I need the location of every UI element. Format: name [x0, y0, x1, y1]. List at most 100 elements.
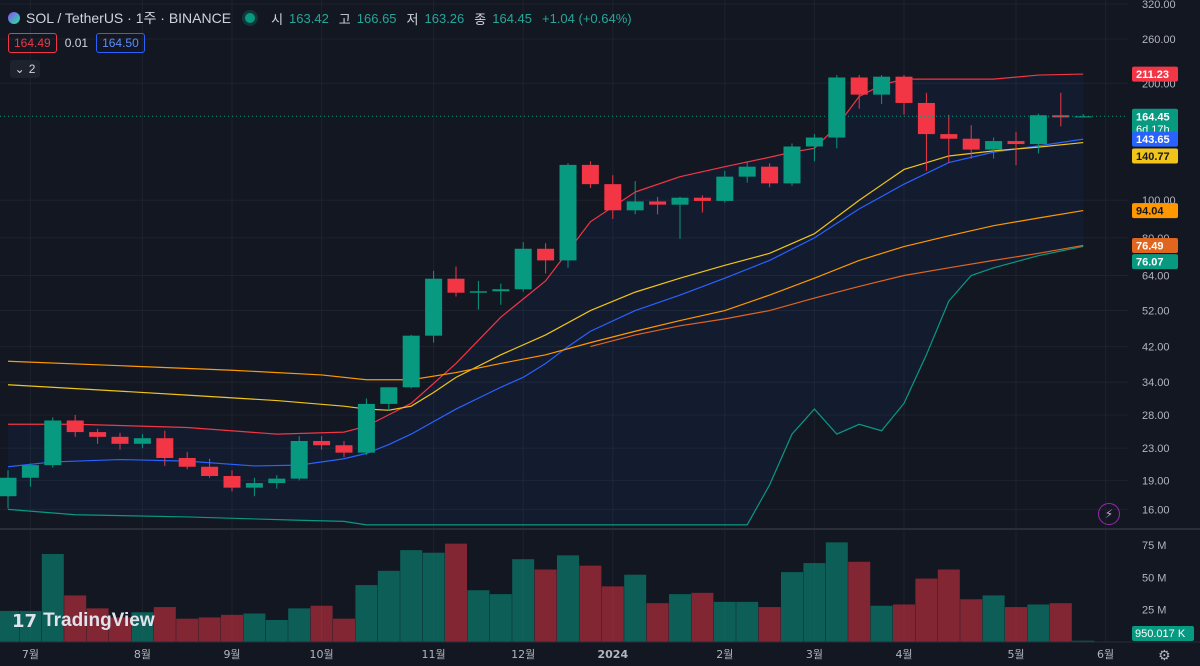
volume-bar: [624, 574, 647, 642]
volume-bar: [982, 595, 1005, 642]
volume-bar: [825, 542, 848, 642]
candle-body: [425, 278, 443, 336]
volume-bar: [41, 554, 64, 642]
time-axis-label: 7월: [22, 648, 39, 661]
symbol-title[interactable]: SOL / TetherUS · 1주 · BINANCE: [26, 10, 232, 26]
candle-body: [447, 278, 465, 293]
volume-axis-label: 50 M: [1142, 572, 1166, 584]
price-axis-label: 19.00: [1142, 475, 1170, 487]
indicator-line-bb-lower: [7, 245, 1084, 526]
price-tag: [1132, 148, 1178, 164]
candle-body: [850, 77, 868, 95]
volume-bar: [377, 570, 400, 642]
settings-gear-icon[interactable]: ⚙: [1158, 647, 1171, 663]
candle-body: [492, 289, 510, 292]
price-tag: [1132, 66, 1178, 82]
price-tag-value: 211.23: [1136, 69, 1169, 81]
volume-bar: [64, 595, 87, 642]
price-tag-value: 94.04: [1136, 206, 1164, 218]
candle-body: [649, 201, 667, 205]
volume-bar: [265, 620, 288, 642]
price-axis-label: 64.00: [1142, 271, 1170, 283]
candle-body: [626, 201, 644, 211]
low-value: 163.26: [424, 10, 465, 26]
volume-bar: [1049, 603, 1072, 642]
volume-bars: [0, 542, 1095, 642]
candle-body: [805, 137, 823, 147]
sell-button[interactable]: 164.49: [8, 33, 57, 53]
candle-body: [1029, 115, 1047, 145]
volume-bar: [512, 559, 535, 642]
candle-body: [895, 76, 913, 103]
time-axis-label: 6월: [1097, 648, 1114, 661]
indicator-line-ma-orange: [7, 210, 1084, 381]
candle-body: [313, 440, 331, 446]
candle-body: [1007, 141, 1025, 145]
candle-body: [514, 248, 532, 290]
volume-bar: [848, 561, 871, 642]
indicator-line-bb-basis: [7, 138, 1084, 468]
price-axis-label: 320.00: [1142, 0, 1176, 11]
candle-body: [245, 483, 263, 488]
volume-bar: [893, 604, 915, 642]
time-axis-label: 2월: [716, 648, 733, 661]
indicator-line-ma-long: [590, 244, 1084, 348]
candle-body: [671, 197, 689, 205]
volume-bar: [333, 618, 355, 642]
price-axis-label: 28.00: [1142, 410, 1170, 422]
time-axis-label: 9월: [223, 648, 240, 661]
volume-bar: [691, 592, 714, 642]
volume-bar: [1005, 607, 1027, 642]
candle-body: [156, 438, 174, 458]
close-value: 164.45: [492, 10, 532, 26]
volume-bar: [915, 578, 938, 642]
market-status-icon: [245, 13, 256, 23]
volume-bar: [243, 613, 266, 642]
volume-bar: [803, 563, 826, 642]
price-tag-value: 76.07: [1136, 257, 1164, 269]
volume-bar: [422, 552, 445, 642]
solana-logo-icon: [8, 12, 20, 24]
candle-body: [0, 477, 17, 497]
auto-fit-icon[interactable]: ⚡: [1098, 503, 1120, 525]
price-axis-label: 34.00: [1142, 377, 1170, 389]
volume-bar: [131, 612, 154, 642]
time-axis-label: 2024: [597, 648, 628, 661]
price-axis-label: 16.00: [1142, 504, 1170, 516]
candle-body: [402, 335, 420, 388]
volume-bar: [646, 603, 669, 642]
volume-bar: [221, 614, 243, 642]
volume-bar: [288, 608, 311, 642]
change-value: +1.04 (+0.64%): [542, 10, 632, 26]
volume-bar: [0, 610, 19, 642]
volume-bar: [489, 594, 512, 642]
chevron-down-icon: ⌄: [14, 62, 25, 76]
candle-body: [716, 176, 734, 201]
spread-value: 0.01: [64, 36, 89, 50]
price-tag: [1132, 131, 1178, 147]
volume-bar: [781, 572, 803, 642]
volume-bar: [1072, 640, 1095, 642]
candle-body: [44, 420, 62, 466]
volume-bar: [467, 590, 490, 642]
volume-bar: [534, 569, 557, 642]
candles: [0, 75, 1092, 509]
bollinger-band-fill: [8, 74, 1084, 525]
volume-bar: [400, 550, 423, 642]
price-tag-value: 143.65: [1136, 134, 1170, 146]
buy-button[interactable]: 164.50: [96, 33, 145, 53]
close-label: 종: [474, 11, 487, 27]
tradingview-logo[interactable]: 𝟭𝟳 TradingView: [12, 610, 155, 632]
candle-body: [357, 403, 375, 453]
volume-last-tag: [1132, 626, 1194, 641]
volume-bar: [198, 617, 221, 642]
volume-bar: [937, 569, 960, 642]
price-tag: [1132, 108, 1178, 137]
time-axis-label: 5월: [1007, 648, 1024, 661]
candle-body: [761, 166, 779, 184]
candle-body: [559, 164, 577, 261]
indicators-toggle-button[interactable]: ⌄ 2: [10, 60, 40, 78]
indicator-count: 2: [28, 62, 36, 76]
volume-axis-label: 25 M: [1142, 605, 1166, 617]
